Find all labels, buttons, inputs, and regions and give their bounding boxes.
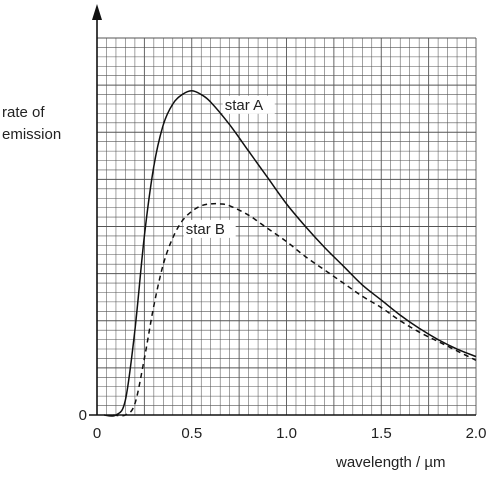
x-tick-label: 2.0	[466, 425, 487, 442]
series-label-star-b: star B	[186, 221, 225, 238]
x-tick-label: 0	[93, 425, 101, 442]
y-tick-label: 0	[79, 407, 87, 424]
y-axis-arrowhead	[92, 4, 102, 20]
x-tick-labels: 0 0.5 1.0 1.5 2.0	[93, 425, 487, 442]
y-tick-labels: 0	[79, 407, 87, 424]
chart-series	[103, 90, 477, 417]
x-tick-label: 1.0	[276, 425, 297, 442]
series-line-star-b	[113, 202, 477, 417]
y-axis-label-line-1: rate of	[2, 104, 45, 121]
series-line-star-a	[103, 90, 477, 417]
series-label-background	[183, 219, 236, 238]
series-labels: star A star B	[183, 95, 275, 238]
chart-axes	[89, 4, 476, 416]
x-tick-label: 1.5	[371, 425, 392, 442]
series-label-star-a: star A	[225, 97, 263, 114]
series-label-background	[222, 95, 275, 114]
x-axis-label: wavelength / µm	[335, 454, 446, 471]
x-tick-label: 0.5	[181, 425, 202, 442]
y-axis-label-line-2: emission	[2, 126, 61, 143]
chart-grid	[96, 37, 477, 416]
